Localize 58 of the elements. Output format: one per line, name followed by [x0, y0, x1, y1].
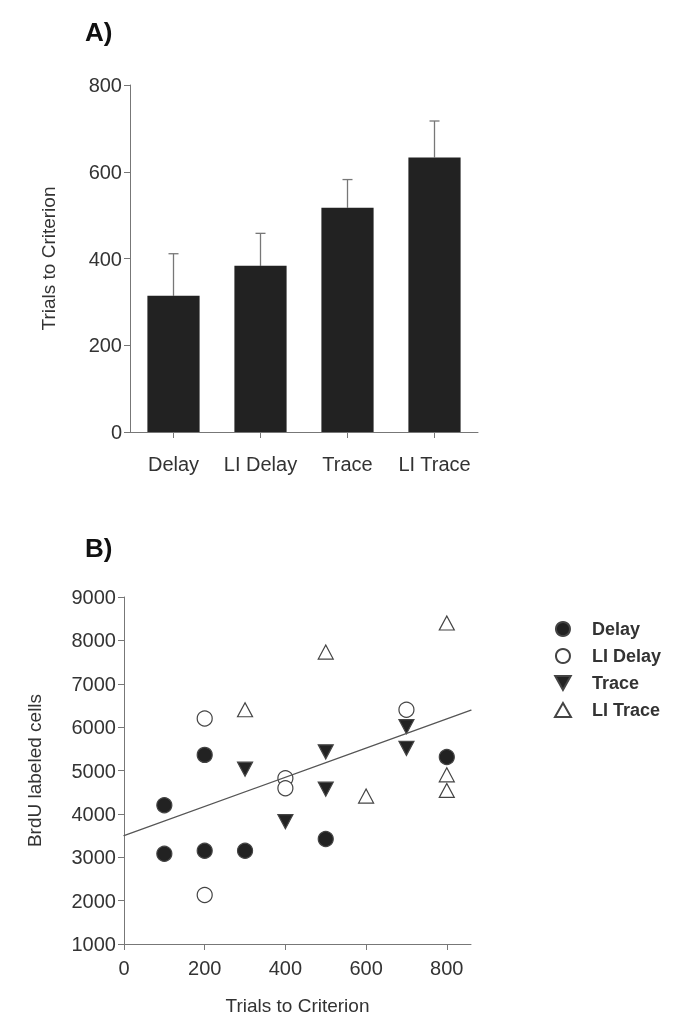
point	[438, 615, 455, 631]
y-axis-title: BrdU labeled cells	[24, 693, 45, 848]
x-tick-label: Trace	[322, 453, 373, 475]
point	[236, 842, 254, 859]
point	[196, 886, 213, 904]
x-axis-title: Trials to Criterion	[225, 995, 370, 1016]
x-tick-label: Delay	[147, 453, 200, 475]
point	[236, 761, 254, 777]
legend-label: Trace	[591, 673, 640, 693]
point	[438, 748, 455, 766]
y-tick-label: 800	[88, 74, 122, 96]
legend-label: Delay	[591, 619, 641, 639]
point	[156, 845, 173, 862]
point	[196, 746, 213, 763]
point	[357, 788, 375, 804]
y-tick-label: 4000	[71, 802, 116, 825]
point	[438, 782, 455, 799]
legend-label: LI Delay	[591, 646, 661, 666]
y-tick-label: 400	[88, 247, 122, 270]
point	[398, 740, 415, 756]
chart-title: A)	[85, 17, 113, 47]
bar	[408, 157, 461, 432]
point	[398, 719, 415, 735]
y-tick-label: 7000	[71, 672, 116, 695]
point	[317, 830, 334, 848]
point	[317, 744, 334, 760]
y-tick-label: 600	[88, 160, 122, 183]
legend-label: LI Trace	[591, 700, 661, 720]
bar	[234, 265, 287, 432]
point	[317, 644, 334, 660]
y-tick-label: 8000	[71, 629, 116, 652]
point	[236, 702, 254, 718]
y-axis-title: Trials to Criterion	[38, 186, 59, 331]
point	[196, 710, 213, 727]
x-tick-label: LI Delay	[223, 453, 298, 475]
y-tick-label: 6000	[71, 716, 116, 739]
chart-title: B)	[85, 533, 113, 563]
x-tick-label: 400	[268, 957, 303, 979]
bar	[147, 295, 200, 432]
y-tick-label: 1000	[71, 933, 116, 955]
point	[277, 780, 294, 797]
x-tick-label: 200	[188, 957, 222, 979]
x-tick-label: LI Trace	[398, 453, 471, 475]
point	[196, 842, 213, 859]
x-tick-label: 600	[349, 957, 383, 979]
point	[277, 814, 294, 830]
x-tick-label: 800	[430, 957, 464, 979]
y-tick-label: 3000	[71, 846, 116, 869]
point	[317, 781, 334, 797]
y-tick-label: 0	[110, 421, 122, 443]
y-tick-label: 9000	[71, 586, 116, 608]
y-tick-label: 5000	[71, 759, 116, 782]
bar	[321, 207, 374, 432]
y-tick-label: 2000	[71, 889, 116, 912]
y-tick-label: 200	[88, 334, 122, 357]
point	[398, 701, 415, 718]
point	[156, 797, 173, 814]
point	[438, 767, 455, 783]
